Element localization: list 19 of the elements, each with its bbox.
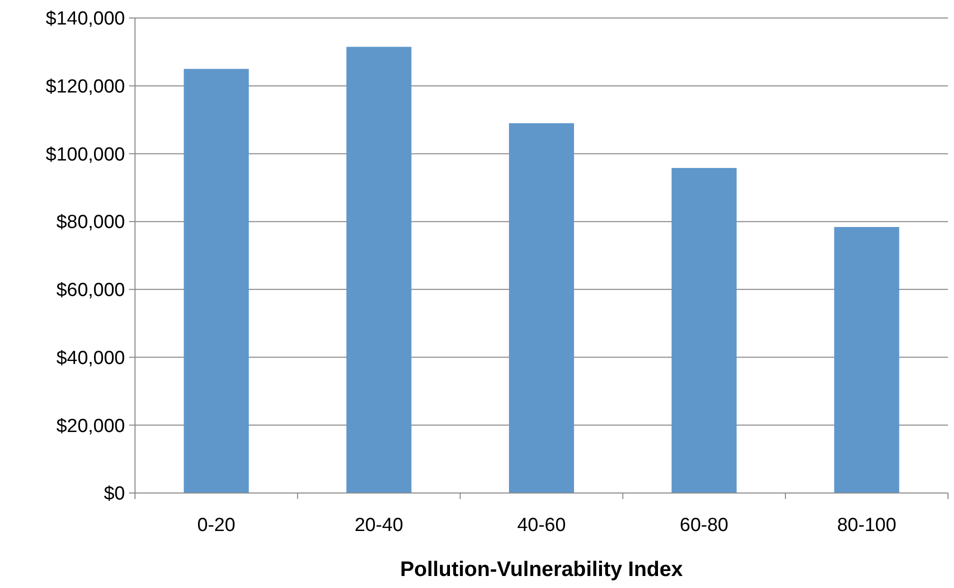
x-axis-title: Pollution-Vulnerability Index: [400, 558, 684, 581]
y-tick-label: $20,000: [56, 416, 125, 437]
bar: [184, 68, 249, 493]
bar: [508, 123, 574, 493]
x-tick-label: 0-20: [197, 515, 236, 536]
bar: [834, 227, 900, 493]
y-tick-label: $100,000: [46, 144, 125, 166]
bar: [672, 168, 737, 493]
x-tick-label: 60-80: [680, 515, 728, 536]
y-tick-label: $80,000: [56, 212, 125, 234]
y-tick-label: $40,000: [56, 348, 125, 369]
x-tick-label: 20-40: [354, 515, 404, 536]
y-tick-label: $0: [104, 484, 125, 505]
y-tick-label: $120,000: [46, 76, 125, 98]
y-tick-label: $60,000: [56, 280, 125, 302]
x-tick-label: 80-100: [837, 515, 896, 536]
x-tick-label: 40-60: [517, 515, 566, 536]
bar: [346, 46, 412, 493]
y-tick-label: $140,000: [46, 8, 125, 30]
